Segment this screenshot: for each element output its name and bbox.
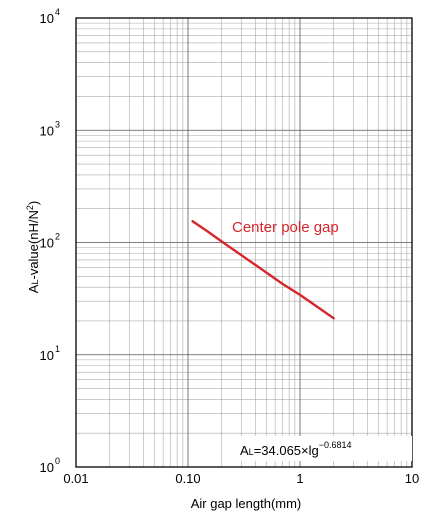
y-axis-title-end: ) [26, 201, 41, 205]
y-axis-title-l: L [30, 280, 40, 285]
formula-a: A [240, 443, 249, 458]
x-axis-title: Air gap length(mm) [191, 496, 302, 511]
formula-exp: −0.6814 [319, 440, 352, 450]
formula-l: L [249, 447, 254, 457]
y-tick-exponent: 3 [55, 119, 60, 129]
y-axis-title-sup: 2 [25, 205, 35, 210]
x-tick-label: 0.10 [175, 471, 200, 486]
y-tick-label: 10 [40, 11, 54, 26]
formula-body: =34.065×lg [254, 443, 319, 458]
y-tick-label: 10 [40, 236, 54, 251]
fit-formula: AL=34.065×lg−0.6814 [240, 440, 352, 458]
formula-box [234, 436, 412, 461]
x-tick-label: 0.01 [63, 471, 88, 486]
y-axis-title-a: A [26, 284, 41, 293]
y-tick-exponent: 1 [55, 344, 60, 354]
x-tick-labels: 0.01 0.10 1 10 [63, 471, 419, 486]
y-tick-label: 10 [40, 460, 54, 475]
y-axis-title: AL-value(nH/N2) [25, 201, 41, 293]
y-tick-label: 10 [40, 348, 54, 363]
y-tick-exponent: 2 [55, 232, 60, 242]
y-tick-exponent: 0 [55, 456, 60, 466]
y-axis-title-rest: -value(nH/N [26, 210, 41, 279]
plot-frame [75, 17, 413, 468]
y-tick-label: 10 [40, 123, 54, 138]
x-tick-label: 10 [405, 471, 419, 486]
series-annotation: Center pole gap [232, 219, 339, 236]
y-tick-exponent: 4 [55, 7, 60, 17]
series-points [192, 221, 334, 319]
x-tick-label: 1 [296, 471, 303, 486]
